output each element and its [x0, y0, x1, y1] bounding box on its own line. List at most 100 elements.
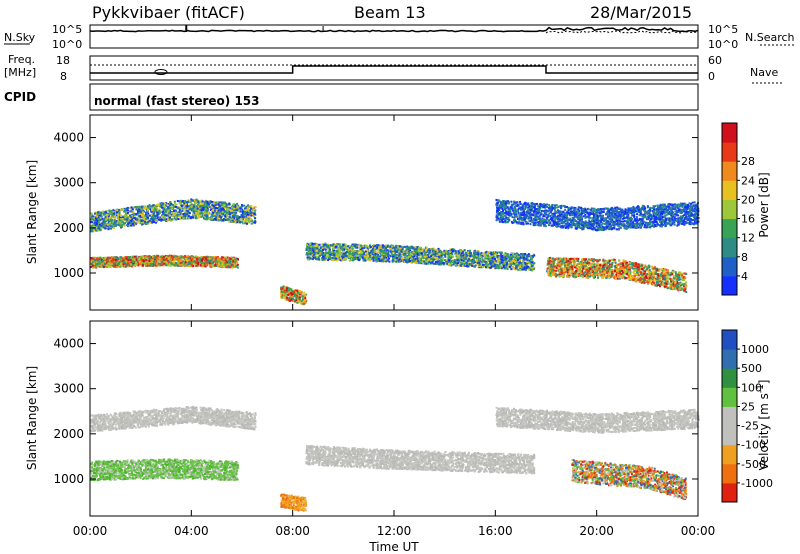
- scatter-cell: [241, 211, 243, 213]
- scatter-cell: [404, 246, 406, 248]
- scatter-cell: [154, 218, 156, 220]
- scatter-cell: [120, 209, 122, 211]
- scatter-cell: [193, 211, 195, 213]
- scatter-cell: [243, 205, 245, 207]
- scatter-cell: [296, 297, 298, 299]
- scatter-cell: [516, 252, 518, 254]
- scatter-cell: [325, 249, 327, 251]
- scatter-cell: [280, 293, 282, 295]
- scatter-cell: [253, 215, 255, 217]
- scatter-cell: [291, 290, 293, 292]
- scatter-cell: [161, 207, 163, 209]
- scatter-cell: [225, 205, 227, 207]
- scatter-cell: [214, 264, 216, 266]
- scatter-cell: [180, 259, 182, 261]
- scatter-cell: [177, 218, 179, 220]
- scatter-cell: [168, 261, 170, 263]
- scatter-cell: [146, 215, 148, 217]
- scatter-cell: [154, 208, 156, 210]
- scatter-cell: [191, 263, 193, 265]
- scatter-cell: [170, 204, 172, 206]
- scatter-cell: [305, 294, 307, 296]
- scatter-cell: [214, 213, 216, 215]
- scatter-cell: [306, 246, 308, 248]
- scatter-cell: [181, 205, 183, 207]
- scatter-cell: [173, 264, 175, 266]
- scatter-cell: [122, 218, 124, 220]
- scatter-cell: [228, 203, 230, 205]
- scatter-cell: [450, 262, 452, 264]
- scatter-cell: [142, 255, 144, 257]
- scatter-cell: [247, 214, 249, 216]
- scatter-cell: [164, 206, 166, 208]
- scatter-cell: [211, 201, 213, 203]
- scatter-cell: [127, 212, 129, 214]
- scatter-cell: [105, 212, 107, 214]
- scatter-cell: [296, 302, 298, 304]
- scatter-cell: [115, 257, 117, 259]
- scatter-cell: [237, 215, 239, 217]
- scatter-cell: [197, 212, 199, 214]
- scatter-cell: [225, 210, 227, 212]
- scatter-cell: [203, 256, 205, 258]
- scatter-cell: [165, 264, 167, 266]
- scatter-cell: [281, 295, 283, 297]
- scatter-cell: [240, 208, 242, 210]
- scatter-cell: [195, 260, 197, 262]
- scatter-cell: [104, 227, 106, 229]
- scatter-cell: [458, 250, 460, 252]
- scatter-cell: [301, 300, 303, 302]
- scatter-cell: [169, 219, 171, 221]
- scatter-cell: [435, 261, 437, 263]
- scatter-cell: [132, 223, 134, 225]
- scatter-cell: [365, 245, 367, 247]
- scatter-cell: [180, 213, 182, 215]
- scatter-cell: [150, 206, 152, 208]
- scatter-cell: [283, 296, 285, 298]
- scatter-cell: [199, 215, 201, 217]
- scatter-cell: [210, 259, 212, 261]
- scatter-cell: [197, 262, 199, 264]
- scatter-cell: [109, 257, 111, 259]
- scatter-cell: [245, 213, 247, 215]
- scatter-cell: [209, 218, 211, 220]
- scatter-cell: [127, 262, 129, 264]
- scatter-cell: [194, 258, 196, 260]
- scatter-cell: [153, 261, 155, 263]
- scatter-cell: [486, 258, 488, 260]
- scatter-cell: [153, 256, 155, 258]
- scatter-cell: [189, 200, 191, 202]
- scatter-cell: [107, 214, 109, 216]
- scatter-cell: [197, 204, 199, 206]
- scatter-cell: [113, 227, 115, 229]
- scatter-cell: [212, 204, 214, 206]
- scatter-cell: [218, 211, 220, 213]
- scatter-cell: [143, 218, 145, 220]
- scatter-cell: [98, 227, 100, 229]
- scatter-cell: [218, 264, 220, 266]
- scatter-cell: [302, 296, 304, 298]
- scatter-cell: [202, 201, 204, 203]
- scatter-cell: [288, 288, 290, 290]
- scatter-cell: [149, 265, 151, 267]
- scatter-cell: [175, 210, 177, 212]
- scatter-cell: [188, 215, 190, 217]
- scatter-cell: [280, 288, 282, 290]
- scatter-cell: [101, 263, 103, 265]
- scatter-cell: [115, 261, 117, 263]
- scatter-cell: [216, 209, 218, 211]
- scatter-cell: [193, 206, 195, 208]
- scatter-cell: [305, 302, 307, 304]
- scatter-cell: [253, 213, 255, 215]
- scatter-cell: [204, 262, 206, 264]
- scatter-cell: [204, 259, 206, 261]
- scatter-cell: [162, 257, 164, 259]
- nsearch-label: N.Search: [745, 31, 795, 44]
- scatter-cell: [231, 212, 233, 214]
- scatter-cell: [132, 208, 134, 210]
- scatter-cell: [289, 295, 291, 297]
- scatter-cell: [289, 300, 291, 302]
- scatter-cell: [171, 256, 173, 258]
- beam-title: Beam 13: [354, 3, 426, 22]
- scatter-cell: [151, 208, 153, 210]
